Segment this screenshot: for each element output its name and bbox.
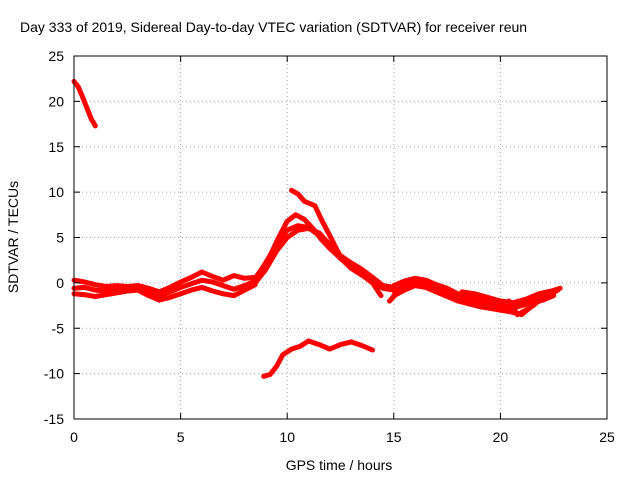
x-tick-label: 0 <box>70 429 78 445</box>
y-tick-label: -5 <box>52 320 65 336</box>
y-tick-label: 20 <box>48 93 64 109</box>
series-band-lower <box>71 282 258 303</box>
series-arc-early-high <box>71 78 98 129</box>
y-tick-label: 5 <box>56 230 64 246</box>
y-tick-label: 25 <box>48 48 64 64</box>
y-tick-label: -15 <box>44 411 64 427</box>
chart-title: Day 333 of 2019, Sidereal Day-to-day VTE… <box>20 19 527 35</box>
x-tick-label: 5 <box>177 429 185 445</box>
y-tick-label: 15 <box>48 139 64 155</box>
x-tick-label: 15 <box>386 429 402 445</box>
grid-lines <box>74 56 607 419</box>
series-dip-right <box>506 298 537 318</box>
x-tick-label: 20 <box>493 429 509 445</box>
series-dip-low <box>387 280 410 304</box>
y-tick-label: 0 <box>56 275 64 291</box>
series-tail-2 <box>391 280 557 312</box>
plot-frame <box>73 55 608 420</box>
series-spike <box>289 187 346 263</box>
y-tick-label: -10 <box>44 366 64 382</box>
x-tick-label: 25 <box>599 429 615 445</box>
y-axis-label: SDTVAR / TECUs <box>5 181 21 293</box>
y-tick-label: 10 <box>48 184 64 200</box>
series-rise-3 <box>259 212 384 299</box>
y-axis-ticks: -15 -10 -5 0 5 10 15 20 25 <box>44 48 607 427</box>
series-rise-1 <box>252 225 397 290</box>
data-series <box>71 78 563 379</box>
series-band-upper <box>71 269 258 295</box>
x-tick-label: 10 <box>279 429 295 445</box>
series-arc-low <box>261 338 375 379</box>
x-axis-label: GPS time / hours <box>286 457 393 473</box>
series-upper-tail-right <box>459 285 563 306</box>
series-band-mid <box>71 277 258 299</box>
x-axis-ticks: 0 5 10 15 20 25 <box>70 56 615 445</box>
